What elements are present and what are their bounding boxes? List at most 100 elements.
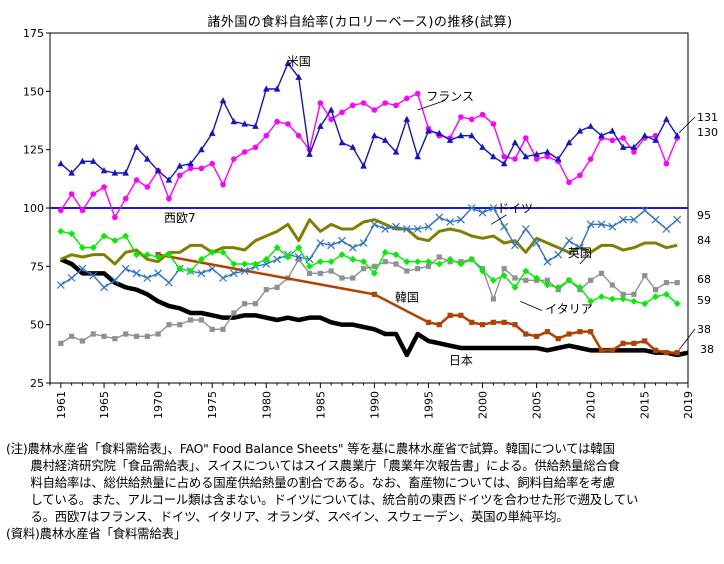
data-point — [327, 106, 335, 113]
data-point — [523, 331, 529, 337]
data-point — [144, 184, 151, 190]
data-point — [371, 263, 378, 269]
data-point — [403, 258, 411, 266]
data-point — [631, 291, 637, 297]
data-point — [663, 350, 669, 356]
data-point — [479, 143, 486, 150]
data-point — [371, 132, 378, 139]
data-point — [349, 102, 356, 109]
data-point — [598, 347, 605, 353]
data-point — [252, 260, 259, 268]
end-value-韓国: 38 — [697, 323, 711, 336]
series-line — [60, 92, 678, 219]
data-point — [317, 270, 323, 276]
data-point — [381, 136, 389, 143]
data-point — [586, 220, 595, 229]
data-point — [154, 253, 162, 261]
data-point — [489, 204, 498, 212]
data-point — [522, 153, 530, 160]
data-point — [619, 143, 627, 150]
data-point — [641, 132, 649, 139]
data-point — [112, 214, 118, 221]
data-point — [577, 329, 583, 335]
data-point — [209, 326, 215, 332]
leader-line — [520, 300, 543, 312]
data-point — [588, 329, 594, 335]
data-point — [240, 267, 249, 275]
data-point — [609, 282, 615, 288]
data-point — [360, 100, 367, 106]
data-point — [609, 137, 616, 144]
data-point — [187, 160, 194, 167]
data-point — [544, 329, 551, 335]
data-point — [522, 135, 529, 141]
data-point — [273, 85, 281, 92]
data-point — [316, 239, 325, 247]
footnote-line: している。また、アルコール類は含まない。ドイツについては、統合前の東西ドイツを合… — [6, 492, 639, 507]
data-point — [274, 284, 280, 290]
data-point — [382, 100, 389, 106]
series-label-ドイツ: ドイツ — [497, 202, 533, 216]
end-value-米国: 131 — [697, 111, 718, 124]
data-point — [339, 275, 345, 281]
data-point — [57, 227, 65, 235]
series-label-西欧7: 西欧7 — [164, 211, 196, 225]
data-point — [598, 270, 605, 276]
data-point — [306, 150, 313, 157]
data-point — [360, 258, 367, 266]
food-self-sufficiency-chart: 諸外国の食料自給率(カロリーベース)の推移(試算) 25 50 75 100 125 15… — [23, 14, 718, 419]
data-point — [663, 115, 670, 122]
data-point — [327, 258, 335, 266]
data-point — [673, 215, 682, 224]
data-point — [133, 143, 140, 150]
data-point — [533, 156, 540, 162]
data-point — [609, 127, 616, 134]
data-point — [349, 255, 357, 263]
series-line — [60, 62, 678, 181]
data-point — [101, 333, 107, 339]
data-point — [544, 277, 551, 283]
data-point — [576, 127, 584, 134]
data-point — [619, 295, 627, 303]
data-point — [58, 207, 64, 214]
data-point — [273, 255, 282, 264]
data-point — [415, 266, 421, 272]
data-point — [534, 333, 540, 339]
data-point — [294, 253, 303, 261]
y-tick-label: 175 — [23, 27, 44, 40]
data-point — [673, 300, 681, 308]
data-point — [89, 157, 97, 164]
data-point — [620, 291, 626, 297]
data-point — [425, 127, 432, 134]
data-point — [262, 260, 271, 268]
data-point — [425, 319, 432, 325]
data-point — [544, 153, 551, 160]
data-point — [295, 244, 303, 252]
series-line — [60, 230, 678, 305]
data-point — [122, 195, 129, 202]
x-tick-label: 2005 — [531, 391, 544, 419]
data-point — [414, 258, 422, 266]
data-point — [295, 73, 303, 80]
data-point — [575, 243, 584, 252]
data-point — [630, 215, 638, 224]
data-point — [252, 144, 259, 151]
data-point — [424, 222, 433, 231]
data-point — [608, 295, 616, 303]
data-point — [598, 293, 605, 301]
data-point — [67, 274, 76, 282]
data-point — [456, 215, 465, 224]
data-point — [598, 132, 605, 139]
data-point — [392, 148, 400, 155]
data-point — [220, 326, 226, 332]
x-tick-label: 1961 — [55, 391, 68, 419]
data-point — [555, 336, 561, 342]
data-point — [166, 195, 172, 202]
series-フランス — [58, 90, 680, 221]
series-line — [60, 218, 678, 266]
data-point — [241, 149, 248, 155]
data-point — [609, 347, 615, 353]
data-point — [317, 122, 324, 129]
data-point — [577, 172, 583, 179]
data-point — [436, 254, 442, 260]
